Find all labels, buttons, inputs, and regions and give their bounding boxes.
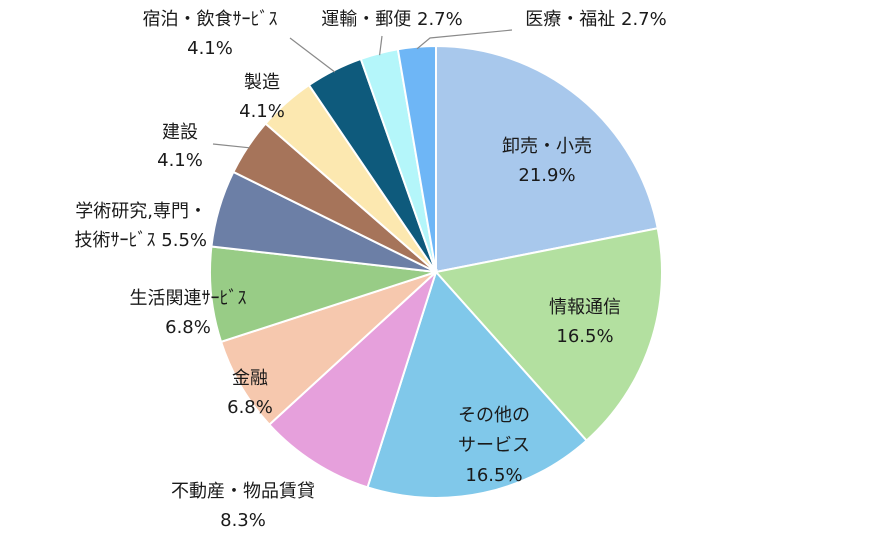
pie-slice-11 xyxy=(396,44,437,273)
pct-construction: 4.1% xyxy=(157,150,203,171)
label-real-estate: 不動産・物品賃貸 xyxy=(171,481,315,502)
label-info-comm: 情報通信 xyxy=(549,297,621,318)
leader-line-7 xyxy=(212,143,250,149)
label-medical: 医療・福祉 2.7% xyxy=(525,9,666,30)
pct-other-services: 16.5% xyxy=(465,465,522,486)
pct-wholesale-retail: 21.9% xyxy=(518,165,575,186)
label-transport: 運輸・郵便 2.7% xyxy=(321,9,462,30)
pct-real-estate: 8.3% xyxy=(220,510,266,531)
label-manufacturing: 製造 xyxy=(244,72,280,93)
label-other-services-line1: その他の xyxy=(458,405,530,426)
leader-line-10 xyxy=(379,35,383,56)
leader-line-11 xyxy=(416,29,513,50)
pie-slices xyxy=(209,44,663,499)
label-academic-line1: 学術研究,専門・ xyxy=(75,201,207,222)
pct-living-services: 6.8% xyxy=(165,317,211,338)
pie-slice-2 xyxy=(366,270,588,499)
pct-hospitality: 4.1% xyxy=(187,38,233,59)
pie-slice-3 xyxy=(267,268,439,489)
label-hospitality: 宿泊・飲食ｻｰﾋﾞｽ xyxy=(143,9,278,30)
pct-finance: 6.8% xyxy=(227,397,273,418)
pie-slice-1 xyxy=(434,227,663,442)
pie-slice-0 xyxy=(435,44,659,274)
label-living-services: 生活関連ｻｰﾋﾞｽ xyxy=(130,288,247,309)
label-wholesale-retail: 卸売・小売 xyxy=(502,136,592,157)
label-construction: 建設 xyxy=(162,122,198,143)
label-other-services-line2: サービス xyxy=(458,435,530,456)
leader-lines xyxy=(212,29,513,149)
label-finance: 金融 xyxy=(232,368,268,389)
pct-info-comm: 16.5% xyxy=(556,326,613,347)
slice-labels: 卸売・小売 21.9% 情報通信 16.5% その他の サービス 16.5% 不… xyxy=(75,9,667,531)
pct-manufacturing: 4.1% xyxy=(239,101,285,122)
label-academic-line2: 技術ｻｰﾋﾞｽ 5.5% xyxy=(75,230,207,251)
leader-line-9 xyxy=(289,37,336,73)
